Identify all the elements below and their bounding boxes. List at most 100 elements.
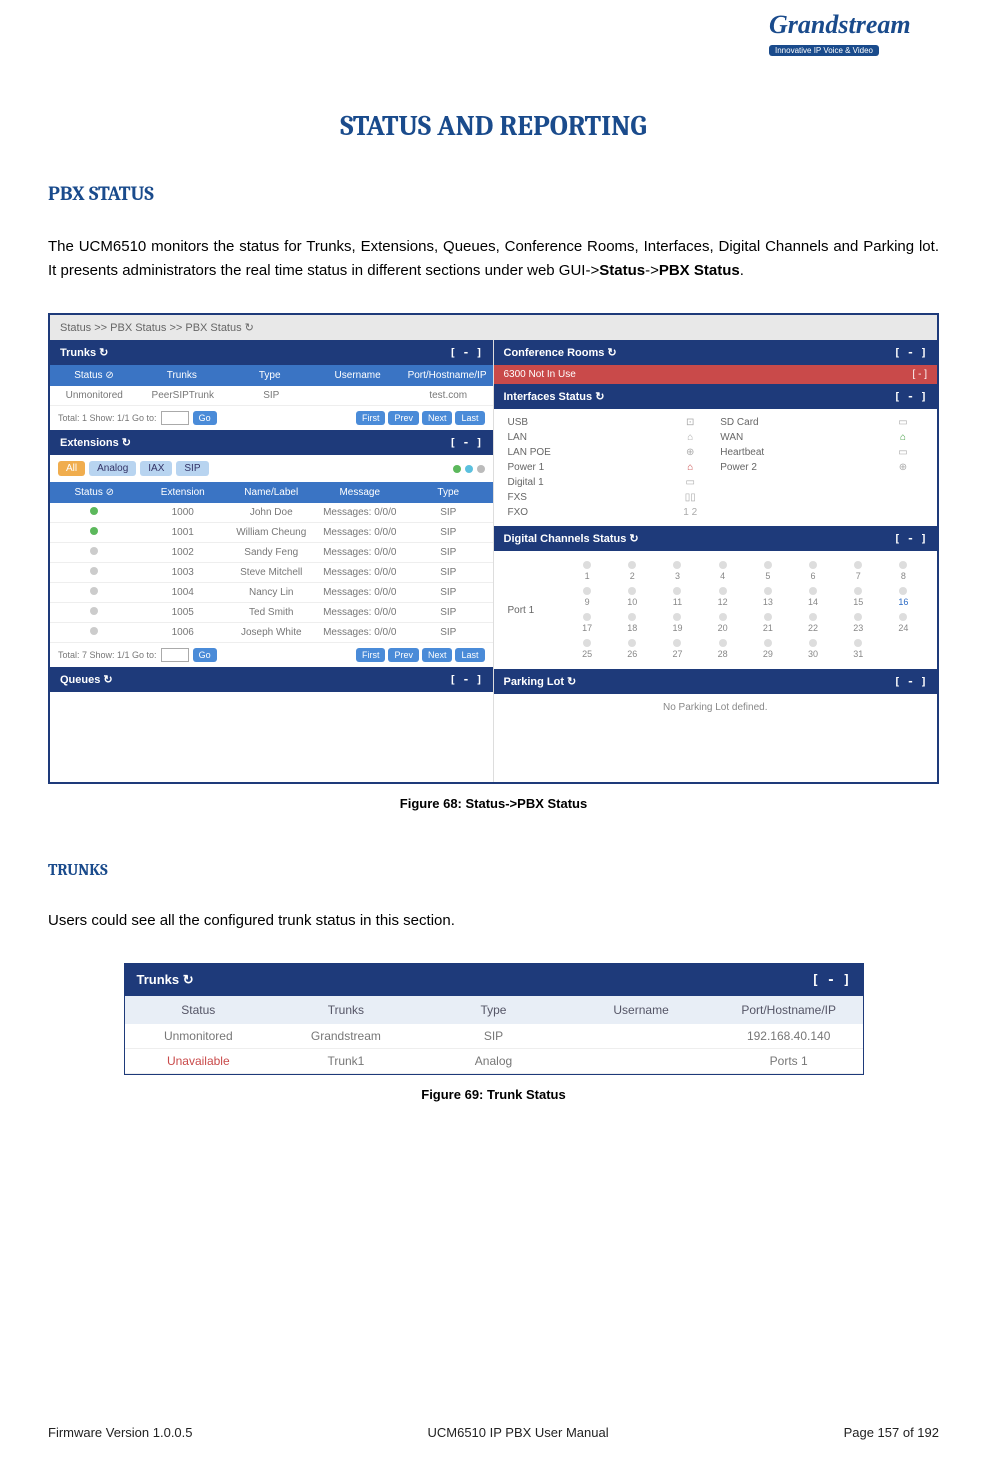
- collapse-icon[interactable]: [ - ]: [894, 675, 927, 688]
- channel-dot-icon: [854, 639, 862, 647]
- col-extension[interactable]: Extension: [139, 482, 228, 503]
- channel-dot-icon: [628, 561, 636, 569]
- digital-channel[interactable]: 6: [793, 561, 832, 581]
- pager-first[interactable]: First: [356, 648, 386, 662]
- digital-channel[interactable]: 31: [839, 639, 878, 659]
- channel-number: 14: [808, 597, 818, 607]
- col-trunks[interactable]: Trunks: [272, 996, 420, 1024]
- digital-channel[interactable]: 8: [884, 561, 923, 581]
- collapse-icon[interactable]: [ - ]: [449, 346, 482, 359]
- iface-icon: ⌂: [670, 462, 710, 473]
- collapse-icon[interactable]: [ - ]: [449, 673, 482, 686]
- digital-channel[interactable]: 23: [839, 613, 878, 633]
- digital-channel[interactable]: 30: [793, 639, 832, 659]
- status-dot-icon: [90, 607, 98, 615]
- extensions-panel-header[interactable]: Extensions ↻ [ - ]: [50, 430, 493, 455]
- collapse-icon[interactable]: [ - ]: [811, 973, 850, 988]
- digital-channel[interactable]: 14: [793, 587, 832, 607]
- col-status[interactable]: Status ⊘: [50, 365, 138, 386]
- pager-prev[interactable]: Prev: [388, 411, 419, 425]
- legend-dot-green: [453, 465, 461, 473]
- queues-panel-header[interactable]: Queues ↻ [ - ]: [50, 667, 493, 692]
- cell-type: SIP: [404, 523, 493, 542]
- col-username[interactable]: Username: [314, 365, 402, 386]
- pager-next[interactable]: Next: [422, 411, 453, 425]
- digital-channel[interactable]: 10: [613, 587, 652, 607]
- digital-channel[interactable]: 7: [839, 561, 878, 581]
- tab-iax[interactable]: IAX: [140, 461, 172, 476]
- iface-label: WAN: [720, 432, 873, 443]
- pager-input[interactable]: [161, 411, 189, 425]
- pager-last[interactable]: Last: [455, 648, 484, 662]
- col-type[interactable]: Type: [420, 996, 568, 1024]
- digital-channel[interactable]: 12: [703, 587, 742, 607]
- col-message[interactable]: Message: [316, 482, 405, 503]
- pager-first[interactable]: First: [356, 411, 386, 425]
- digital-channel[interactable]: 9: [568, 587, 607, 607]
- digital-channel[interactable]: 15: [839, 587, 878, 607]
- conf-collapse-icon[interactable]: [ - ]: [913, 369, 927, 380]
- digital-channel[interactable]: 2: [613, 561, 652, 581]
- col-host[interactable]: Port/Hostname/IP: [402, 365, 493, 386]
- trunks-panel-header[interactable]: Trunks ↻ [ - ]: [50, 340, 493, 365]
- pager-input[interactable]: [161, 648, 189, 662]
- digital-channel[interactable]: 17: [568, 613, 607, 633]
- collapse-icon[interactable]: [ - ]: [894, 346, 927, 359]
- pager-go-button[interactable]: Go: [193, 648, 217, 662]
- digital-channel[interactable]: 28: [703, 639, 742, 659]
- tab-sip[interactable]: SIP: [176, 461, 208, 476]
- tab-analog[interactable]: Analog: [89, 461, 136, 476]
- col-trunks[interactable]: Trunks: [138, 365, 226, 386]
- digital-channel[interactable]: 27: [658, 639, 697, 659]
- digital-channel[interactable]: 18: [613, 613, 652, 633]
- parking-panel-header[interactable]: Parking Lot ↻ [ - ]: [494, 669, 938, 694]
- col-status[interactable]: Status ⊘: [50, 482, 139, 503]
- digital-channel[interactable]: 4: [703, 561, 742, 581]
- col-name[interactable]: Name/Label: [227, 482, 316, 503]
- col-username[interactable]: Username: [567, 996, 715, 1024]
- digital-channel[interactable]: 16: [884, 587, 923, 607]
- channel-number: 13: [763, 597, 773, 607]
- digital-channel[interactable]: 24: [884, 613, 923, 633]
- pager-prev[interactable]: Prev: [388, 648, 419, 662]
- conference-panel-header[interactable]: Conference Rooms ↻ [ - ]: [494, 340, 938, 365]
- digital-channel[interactable]: 22: [793, 613, 832, 633]
- extension-row: 1004Nancy LinMessages: 0/0/0SIP: [50, 583, 493, 603]
- collapse-icon[interactable]: [ - ]: [894, 532, 927, 545]
- col-host[interactable]: Port/Hostname/IP: [715, 996, 863, 1024]
- digital-channel[interactable]: 1: [568, 561, 607, 581]
- digital-channel[interactable]: 21: [748, 613, 787, 633]
- digital-channel[interactable]: 29: [748, 639, 787, 659]
- conference-room-row[interactable]: 6300 Not In Use [ - ]: [494, 365, 938, 384]
- body-text: The UCM6510 monitors the status for Trun…: [48, 238, 939, 279]
- digital-panel-header[interactable]: Digital Channels Status ↻ [ - ]: [494, 526, 938, 551]
- digital-channel[interactable]: 3: [658, 561, 697, 581]
- digital-channel[interactable]: 19: [658, 613, 697, 633]
- interfaces-panel-header[interactable]: Interfaces Status ↻ [ - ]: [494, 384, 938, 409]
- pager-last[interactable]: Last: [455, 411, 484, 425]
- collapse-icon[interactable]: [ - ]: [449, 436, 482, 449]
- digital-channel[interactable]: 20: [703, 613, 742, 633]
- digital-channel[interactable]: 13: [748, 587, 787, 607]
- tab-all[interactable]: All: [58, 461, 85, 476]
- digital-channel[interactable]: 5: [748, 561, 787, 581]
- cell-message: Messages: 0/0/0: [316, 583, 405, 602]
- collapse-icon[interactable]: [ - ]: [894, 390, 927, 403]
- iface-icon: [883, 492, 923, 503]
- channel-number: 30: [808, 649, 818, 659]
- cell-status: [50, 603, 139, 622]
- col-type[interactable]: Type: [226, 365, 314, 386]
- cell-host: test.com: [404, 386, 493, 405]
- digital-channel[interactable]: 25: [568, 639, 607, 659]
- col-type[interactable]: Type: [404, 482, 493, 503]
- trunks-panel-header[interactable]: Trunks ↻ [ - ]: [125, 964, 863, 996]
- col-status[interactable]: Status: [125, 996, 273, 1024]
- cell-type: SIP: [404, 603, 493, 622]
- digital-channel[interactable]: 26: [613, 639, 652, 659]
- pager-go-button[interactable]: Go: [193, 411, 217, 425]
- extension-row: 1006Joseph WhiteMessages: 0/0/0SIP: [50, 623, 493, 643]
- figure-69-screenshot: Trunks ↻ [ - ] Status Trunks Type Userna…: [124, 963, 864, 1075]
- iface-label: Heartbeat: [720, 447, 873, 458]
- digital-channel[interactable]: 11: [658, 587, 697, 607]
- pager-next[interactable]: Next: [422, 648, 453, 662]
